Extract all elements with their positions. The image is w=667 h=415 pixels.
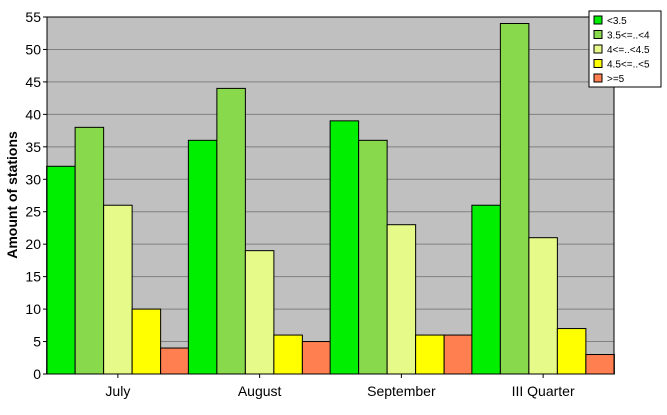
y-axis: 0 5 10 15 20 25 30 35 40 45 50 55 [25,9,47,382]
bar-3-1 [499,22,530,375]
bar-2-2 [386,224,417,375]
y-tick-label: 50 [25,41,41,57]
x-axis: July August September III Quarter [105,374,575,399]
bar-3-2 [528,237,558,375]
bar-1-0 [187,139,218,375]
bar-3-4 [585,354,615,375]
y-tick-label: 15 [25,269,41,285]
bar-3-0 [471,204,501,375]
y-tick-label: 0 [33,366,41,382]
legend-swatch [593,44,603,54]
bar-0-4 [160,347,190,375]
x-tick-label: III Quarter [512,383,575,399]
bar-1-2 [244,250,275,375]
legend-label: 4.5<=..<5 [607,60,650,71]
y-tick-label: 10 [25,301,41,317]
bar-1-1 [216,87,246,375]
bar-2-0 [329,120,360,375]
bar-0-3 [131,308,162,375]
bar-1-4 [301,341,332,375]
legend: <3.5 3.5<=..<4 4<=..<4.5 4.5<=..<5 >=5 [588,10,662,88]
legend-label: 3.5<=..<4 [607,31,650,42]
legend-swatch [593,15,603,25]
plot-frame [46,16,615,375]
legend-label: >=5 [607,74,625,85]
x-tick-label: September [367,383,436,399]
bars [46,22,615,375]
y-tick-label: 20 [25,236,41,252]
bar-2-1 [358,139,388,375]
y-axis-label: Amount of stations [4,131,20,259]
x-tick-label: July [105,383,130,399]
y-tick-label: 35 [25,139,41,155]
bar-0-0 [46,165,76,375]
legend-swatch [593,73,603,83]
y-tick-label: 25 [25,204,41,220]
bar-0-2 [103,204,133,375]
y-tick-label: 40 [25,106,41,122]
y-tick-label: 30 [25,171,41,187]
y-tick-label: 55 [25,9,41,25]
bar-1-3 [273,334,303,375]
bar-2-4 [443,334,474,375]
legend-label: <3.5 [607,16,627,27]
legend-label: 4<=..<4.5 [607,45,650,56]
y-tick-label: 45 [25,74,41,90]
y-tick-label: 5 [33,334,41,350]
legend-swatch [593,59,603,68]
x-tick-label: August [238,383,282,399]
bar-3-3 [556,328,587,375]
bar-2-3 [415,334,445,375]
legend-swatch [593,30,603,39]
bar-0-1 [74,126,105,375]
